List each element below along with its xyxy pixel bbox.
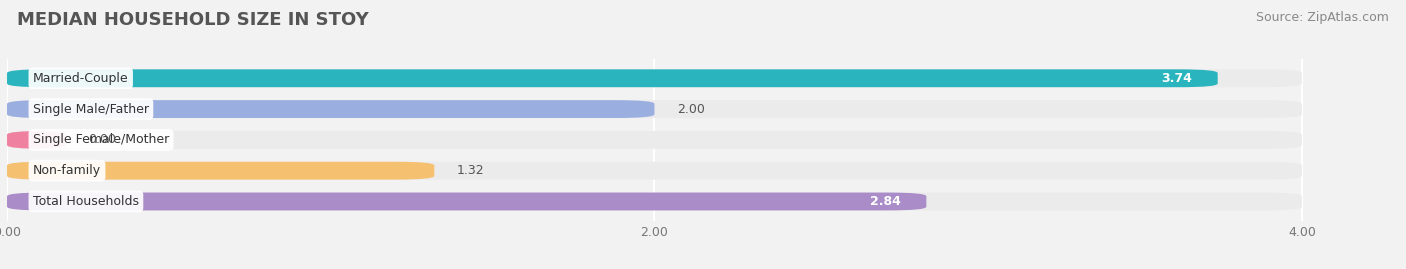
FancyBboxPatch shape [7,100,654,118]
FancyBboxPatch shape [7,162,1302,180]
Text: Single Female/Mother: Single Female/Mother [32,133,169,146]
Text: Source: ZipAtlas.com: Source: ZipAtlas.com [1256,11,1389,24]
FancyBboxPatch shape [7,131,1302,149]
Text: Non-family: Non-family [32,164,101,177]
Text: Single Male/Father: Single Male/Father [32,102,149,116]
Text: 0.00: 0.00 [89,133,115,146]
FancyBboxPatch shape [7,100,1302,118]
Text: Total Households: Total Households [32,195,139,208]
FancyBboxPatch shape [7,69,1302,87]
Text: MEDIAN HOUSEHOLD SIZE IN STOY: MEDIAN HOUSEHOLD SIZE IN STOY [17,11,368,29]
FancyBboxPatch shape [7,193,927,210]
FancyBboxPatch shape [7,162,434,180]
FancyBboxPatch shape [7,131,65,149]
Text: 3.74: 3.74 [1161,72,1192,85]
Text: Married-Couple: Married-Couple [32,72,128,85]
Text: 2.00: 2.00 [678,102,704,116]
Text: 1.32: 1.32 [457,164,485,177]
FancyBboxPatch shape [7,69,1218,87]
FancyBboxPatch shape [7,193,1302,210]
Text: 2.84: 2.84 [869,195,900,208]
